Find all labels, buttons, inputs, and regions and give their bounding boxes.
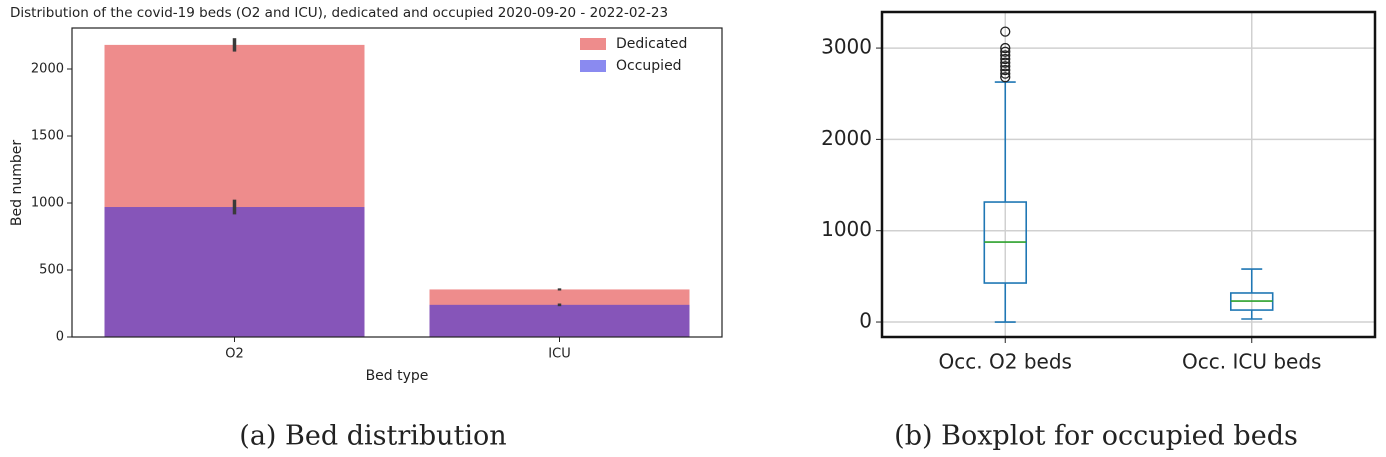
x-tick-label: Occ. ICU beds xyxy=(1182,350,1321,374)
outlier xyxy=(1000,64,1011,76)
outlier xyxy=(1000,57,1011,68)
y-tick-label: 1000 xyxy=(31,196,64,211)
y-tick-label: 2000 xyxy=(821,126,872,150)
caption: (b) Boxplot for occupied beds xyxy=(894,421,1298,452)
y-tick-label: 1000 xyxy=(821,217,872,241)
x-tick-label: Occ. O2 beds xyxy=(939,350,1072,374)
outlier xyxy=(1000,42,1011,54)
axes-frame xyxy=(880,10,1377,339)
y-axis-label: Bed number xyxy=(9,140,25,226)
y-tick-label: 500 xyxy=(39,263,64,278)
x-tick-label: O2 xyxy=(225,347,244,362)
legend-swatch xyxy=(580,38,606,50)
y-tick-label: 1500 xyxy=(31,129,64,144)
x-axis-label: Bed type xyxy=(366,368,429,384)
outlier xyxy=(1000,68,1011,79)
y-tick-label: 0 xyxy=(56,330,64,345)
outlier xyxy=(1000,46,1011,57)
outlier xyxy=(1000,50,1011,61)
legend-label: Occupied xyxy=(616,58,682,74)
outlier xyxy=(1000,26,1011,37)
x-tick-label: ICU xyxy=(548,347,570,362)
legend-swatch xyxy=(580,60,606,72)
chart-title: Distribution of the covid-19 beds (O2 an… xyxy=(10,5,668,21)
caption: (a) Bed distribution xyxy=(239,421,506,452)
outlier xyxy=(1000,72,1011,83)
y-tick-label: 2000 xyxy=(31,62,64,77)
axes-frame xyxy=(71,27,723,338)
bar xyxy=(104,207,365,337)
y-tick-label: 0 xyxy=(859,309,872,333)
outlier xyxy=(1000,61,1011,72)
outlier xyxy=(1000,53,1011,65)
bar xyxy=(429,304,690,337)
legend-label: Dedicated xyxy=(616,36,687,52)
y-tick-label: 3000 xyxy=(821,35,872,59)
